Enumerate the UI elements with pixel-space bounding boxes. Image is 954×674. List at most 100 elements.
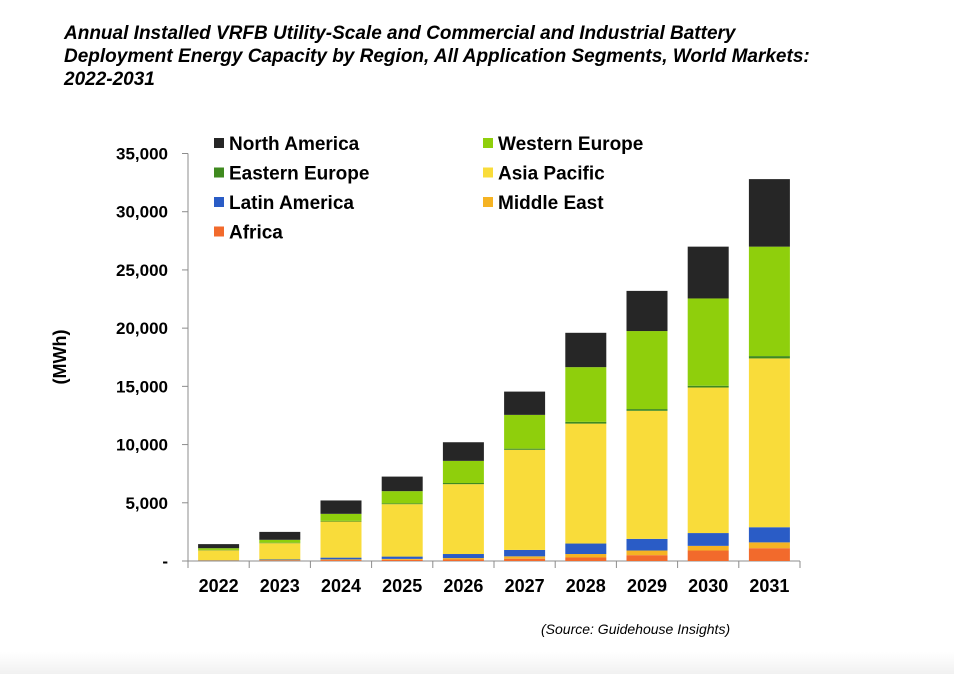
bar-latin-america-2027 [504,549,546,557]
legend-label-latin-america: Latin America [229,193,354,214]
y-tick-label: 35,000 [116,145,168,164]
x-tick-label: 2026 [443,576,483,596]
bar-middle-east-2027 [504,556,546,559]
bar-africa-2030 [687,550,729,561]
bar-north-america-2023 [259,531,301,540]
y-tick-label: 15,000 [116,377,168,396]
x-tick-label: 2023 [260,576,300,596]
bar-latin-america-2025 [381,556,423,559]
bar-latin-america-2024 [320,557,362,560]
bar-middle-east-2026 [442,558,484,560]
bar-africa-2025 [381,559,423,561]
bar-western-europe-2031 [748,246,790,357]
y-tick-label: 25,000 [116,261,168,280]
bar-africa-2026 [442,559,484,561]
bar-latin-america-2029 [626,538,668,551]
bar-latin-america-2030 [687,533,729,546]
bar-africa-2027 [504,558,546,561]
legend-swatch-latin-america [214,197,224,207]
bar-middle-east-2024 [320,559,362,561]
bar-north-america-2022 [198,544,240,549]
bar-asia-pacific-2023 [259,543,301,560]
bar-western-europe-2022 [198,548,240,550]
chart-title: Annual Installed VRFB Utility-Scale and … [64,22,934,91]
y-tick-label: 20,000 [116,319,168,338]
bar-eastern-europe-2029 [626,409,668,411]
bar-north-america-2025 [381,476,423,492]
bar-western-europe-2029 [626,331,668,410]
y-tick-label: 30,000 [116,203,168,222]
y-tick-label: 10,000 [116,436,168,455]
bar-middle-east-2025 [381,558,423,560]
legend-swatch-western-europe [483,138,493,148]
bar-north-america-2027 [504,391,546,415]
legend-label-africa: Africa [229,223,283,244]
bar-north-america-2024 [320,500,362,514]
bar-western-europe-2024 [320,513,362,521]
chart-title-line-3: 2022-2031 [64,69,155,90]
bar-western-europe-2030 [687,298,729,386]
source-note: (Source: Guidehouse Insights) [541,621,731,637]
legend-swatch-asia-pacific [483,167,493,178]
bar-eastern-europe-2024 [320,520,362,522]
bar-middle-east-2028 [565,554,607,558]
legend-label-eastern-europe: Eastern Europe [229,164,369,185]
x-tick-label: 2028 [566,576,606,596]
bar-asia-pacific-2029 [626,410,668,539]
x-tick-label: 2030 [688,576,728,596]
y-tick-label: - [162,552,168,571]
legend-label-middle-east: Middle East [498,193,604,214]
legend-swatch-north-america [214,138,224,148]
bar-asia-pacific-2028 [565,423,607,544]
y-tick-label: 5,000 [125,494,168,513]
bar-asia-pacific-2025 [381,504,423,557]
bar-western-europe-2028 [565,367,607,422]
bar-asia-pacific-2031 [748,358,790,528]
bar-eastern-europe-2028 [565,421,607,424]
bar-north-america-2031 [748,179,790,247]
chart-title-line-1: Annual Installed VRFB Utility-Scale and … [64,23,736,44]
x-tick-label: 2025 [382,576,422,596]
bar-eastern-europe-2026 [442,482,484,485]
legend-swatch-africa [214,226,224,237]
bar-north-america-2028 [565,332,607,368]
legend-swatch-eastern-europe [214,167,224,178]
chart-title-line-2: Deployment Energy Capacity by Region, Al… [64,46,810,67]
bar-eastern-europe-2030 [687,385,729,388]
bottom-fade [0,652,954,674]
legend-label-western-europe: Western Europe [498,134,643,155]
bar-north-america-2029 [626,290,668,332]
bar-north-america-2030 [687,246,729,299]
bar-asia-pacific-2026 [442,484,484,555]
bar-latin-america-2031 [748,527,790,543]
x-tick-label: 2024 [321,576,361,596]
x-tick-label: 2031 [749,576,789,596]
bar-middle-east-2029 [626,550,668,556]
y-axis-title: (MWh) [50,330,70,385]
bar-western-europe-2027 [504,414,546,449]
bar-asia-pacific-2024 [320,521,362,558]
bar-north-america-2026 [442,442,484,461]
bar-eastern-europe-2025 [381,503,423,505]
bar-western-europe-2023 [259,539,301,543]
bar-middle-east-2030 [687,545,729,551]
bar-africa-2024 [320,560,362,561]
x-tick-label: 2029 [627,576,667,596]
x-tick-label: 2027 [505,576,545,596]
bar-latin-america-2028 [565,543,607,555]
bar-middle-east-2031 [748,542,790,549]
bar-eastern-europe-2027 [504,448,546,450]
legend-label-asia-pacific: Asia Pacific [498,164,605,185]
bar-latin-america-2026 [442,554,484,559]
legend-label-north-america: North America [229,134,360,155]
bar-asia-pacific-2022 [198,550,240,561]
legend-swatch-middle-east [483,197,493,207]
bar-africa-2029 [626,555,668,561]
x-tick-label: 2022 [199,576,239,596]
bar-asia-pacific-2027 [504,449,546,550]
bar-africa-2028 [565,557,607,561]
bar-asia-pacific-2030 [687,387,729,534]
bar-africa-2031 [748,548,790,561]
bar-western-europe-2026 [442,460,484,483]
